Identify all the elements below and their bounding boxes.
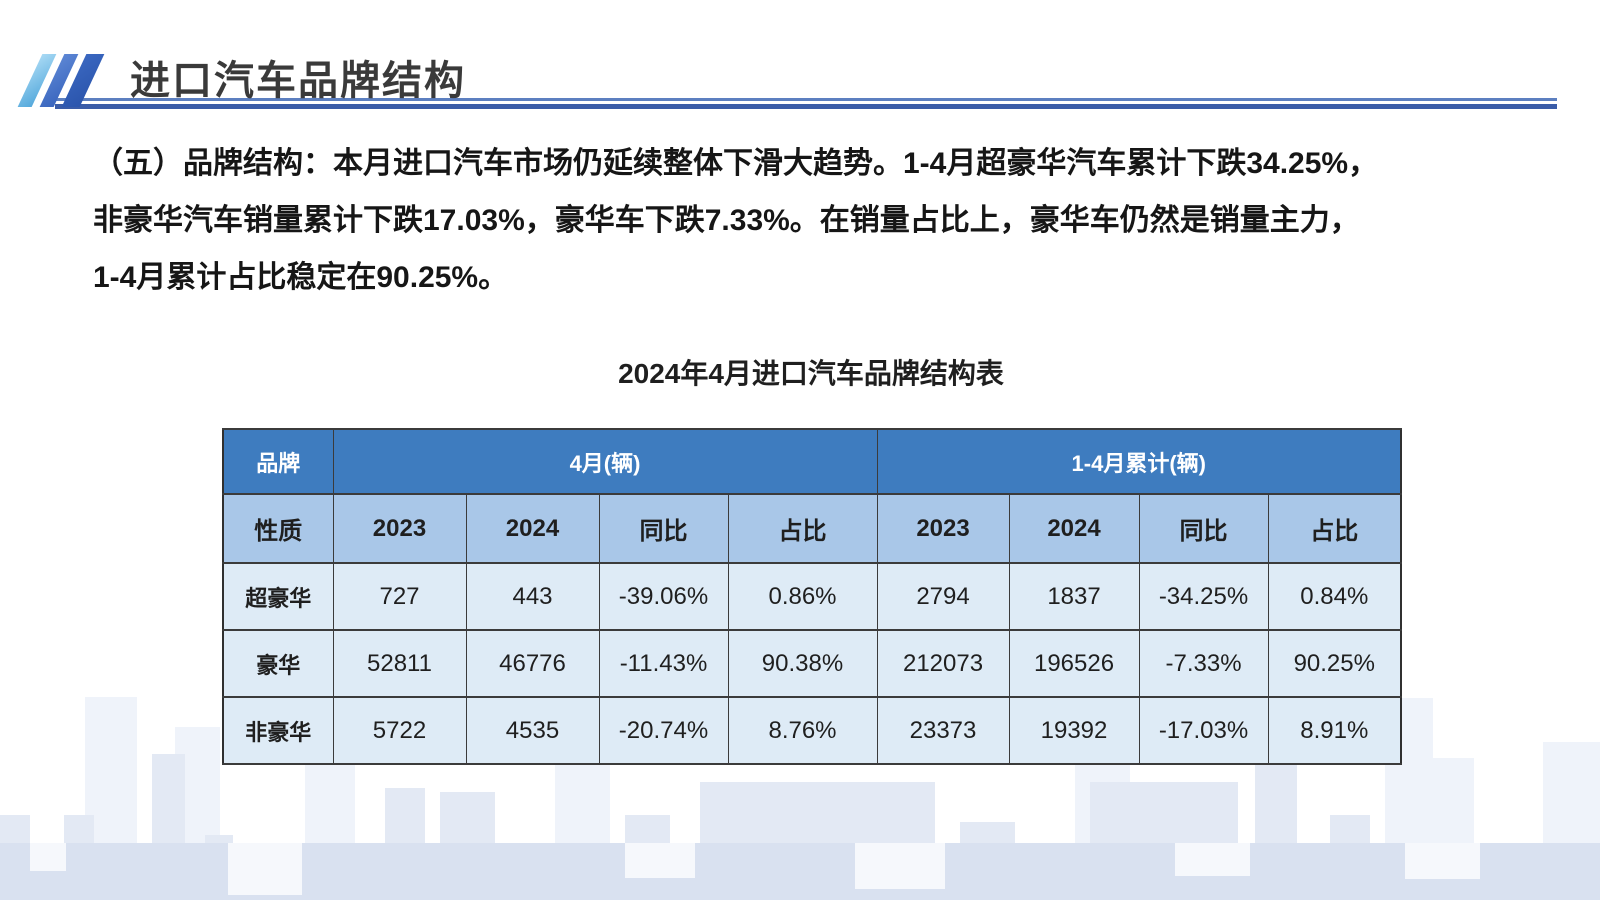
col-header: 同比 (1138, 493, 1269, 564)
skyline-gap (1405, 843, 1480, 879)
table-row: 豪华 52811 46776 -11.43% 90.38% 212073 196… (222, 629, 1402, 698)
body-text-line-3: 1-4月累计占比稳定在90.25%。 (93, 261, 509, 294)
title-underline (55, 98, 1557, 109)
col-header: 同比 (598, 493, 729, 564)
table-row: 非豪华 5722 4535 -20.74% 8.76% 23373 19392 … (222, 696, 1402, 765)
table-cell: -17.03% (1138, 696, 1269, 765)
group-header-april: 4月(辆) (332, 428, 878, 495)
brand-structure-table: 品牌 4月(辆) 1-4月累计(辆) 性质 2023 2024 同比 占比 20… (222, 428, 1403, 765)
table-cell: -39.06% (598, 562, 729, 631)
col-header: 2024 (465, 493, 600, 564)
table-corner-brand: 品牌 (222, 428, 334, 495)
col-header: 占比 (727, 493, 878, 564)
skyline-gap (1175, 843, 1250, 876)
table-cell: 19392 (1008, 696, 1140, 765)
table-cell: 52811 (332, 629, 467, 698)
row-label: 豪华 (222, 629, 334, 698)
title-slash-decoration (17, 54, 105, 112)
page-title: 进口汽车品牌结构 (130, 59, 466, 103)
table-cell: 90.25% (1267, 629, 1402, 698)
table-cell: 23373 (876, 696, 1010, 765)
row-label: 非豪华 (222, 696, 334, 765)
table-cell: 90.38% (727, 629, 878, 698)
table-cell: -34.25% (1138, 562, 1269, 631)
table-cell: 2794 (876, 562, 1010, 631)
title-underline-top (55, 98, 1557, 101)
group-header-cumulative: 1-4月累计(辆) (876, 428, 1402, 495)
table-corner-type: 性质 (222, 493, 334, 564)
table-row: 超豪华 727 443 -39.06% 0.86% 2794 1837 -34.… (222, 562, 1402, 631)
skyline-gap (625, 843, 695, 878)
col-header: 2023 (332, 493, 467, 564)
table-cell: -7.33% (1138, 629, 1269, 698)
table-title: 2024年4月进口汽车品牌结构表 (618, 358, 1004, 389)
col-header: 占比 (1267, 493, 1402, 564)
body-text-line-2: 非豪华汽车销量累计下跌17.03%，豪华车下跌7.33%。在销量占比上，豪华车仍… (93, 204, 1360, 237)
skyline-gap (30, 843, 66, 871)
table-cell: 4535 (465, 696, 600, 765)
table-cell: 5722 (332, 696, 467, 765)
table-cell: 46776 (465, 629, 600, 698)
title-underline-bottom (55, 104, 1557, 109)
skyline-gap (855, 843, 945, 889)
table-cell: 1837 (1008, 562, 1140, 631)
table-cell: 8.76% (727, 696, 878, 765)
table-cell: 8.91% (1267, 696, 1402, 765)
table-cell: -20.74% (598, 696, 729, 765)
col-header: 2023 (876, 493, 1010, 564)
body-text-line-1: （五）品牌结构：本月进口汽车市场仍延续整体下滑大趋势。1-4月超豪华汽车累计下跌… (93, 147, 1379, 180)
table-cell: 0.84% (1267, 562, 1402, 631)
table-cell: 0.86% (727, 562, 878, 631)
body-paragraph: （五）品牌结构：本月进口汽车市场仍延续整体下滑大趋势。1-4月超豪华汽车累计下跌… (93, 135, 1513, 306)
table-cell: -11.43% (598, 629, 729, 698)
table-cell: 727 (332, 562, 467, 631)
table-cell: 196526 (1008, 629, 1140, 698)
row-label: 超豪华 (222, 562, 334, 631)
skyline-gap (228, 843, 302, 895)
table-cell: 212073 (876, 629, 1010, 698)
col-header: 2024 (1008, 493, 1140, 564)
title-underline-gap (55, 101, 1557, 104)
table-cell: 443 (465, 562, 600, 631)
